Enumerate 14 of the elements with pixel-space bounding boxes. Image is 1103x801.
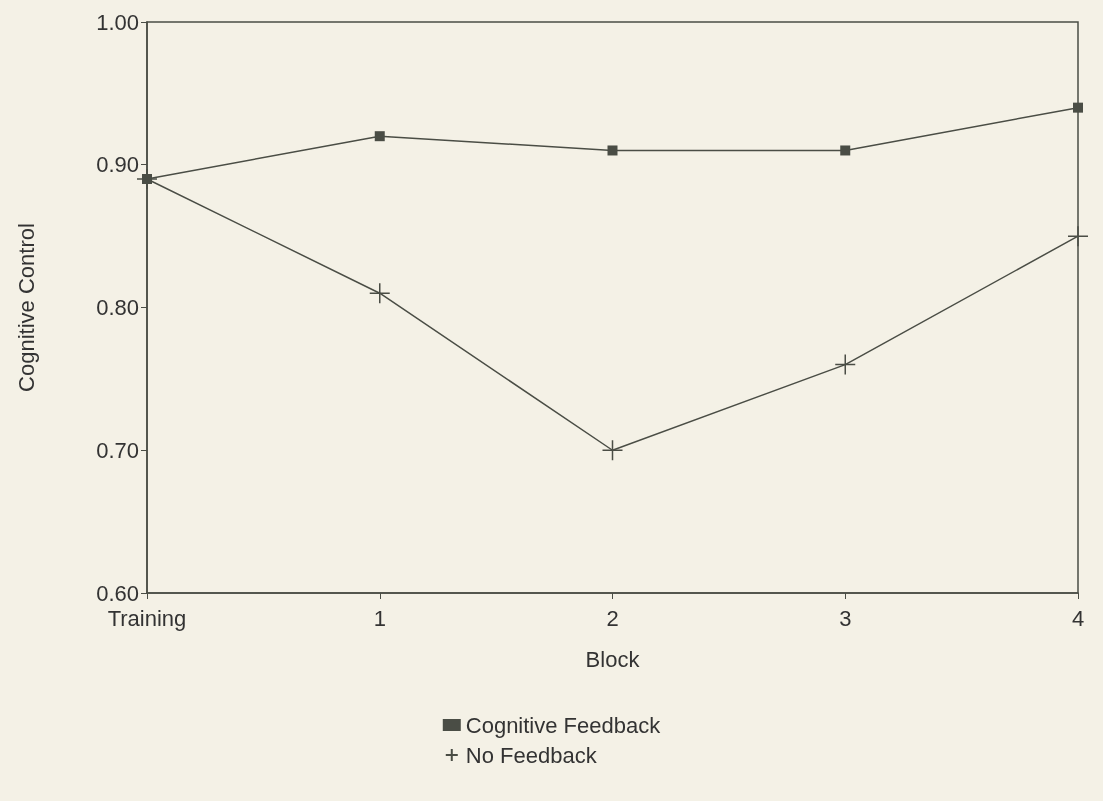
x-tick-label: Training <box>107 605 187 631</box>
y-tick-label: 0.70 <box>96 437 139 463</box>
x-tick-label: 3 <box>839 605 852 631</box>
x-tick-label: 4 <box>1071 605 1085 631</box>
y-tick-label: 0.90 <box>96 152 139 178</box>
x-axis-title: Block <box>585 646 641 672</box>
y-axis-title: Cognitive Control <box>13 223 39 392</box>
x-tick-label: 1 <box>373 605 386 631</box>
y-tick-label: 1.00 <box>96 9 139 35</box>
y-tick-label: 0.80 <box>96 295 139 320</box>
legend-label: No Feedback <box>465 742 598 768</box>
x-tick-label: 2 <box>606 605 619 631</box>
legend-label: Cognitive Feedback <box>465 712 662 738</box>
y-tick-label: 0.60 <box>96 580 139 606</box>
